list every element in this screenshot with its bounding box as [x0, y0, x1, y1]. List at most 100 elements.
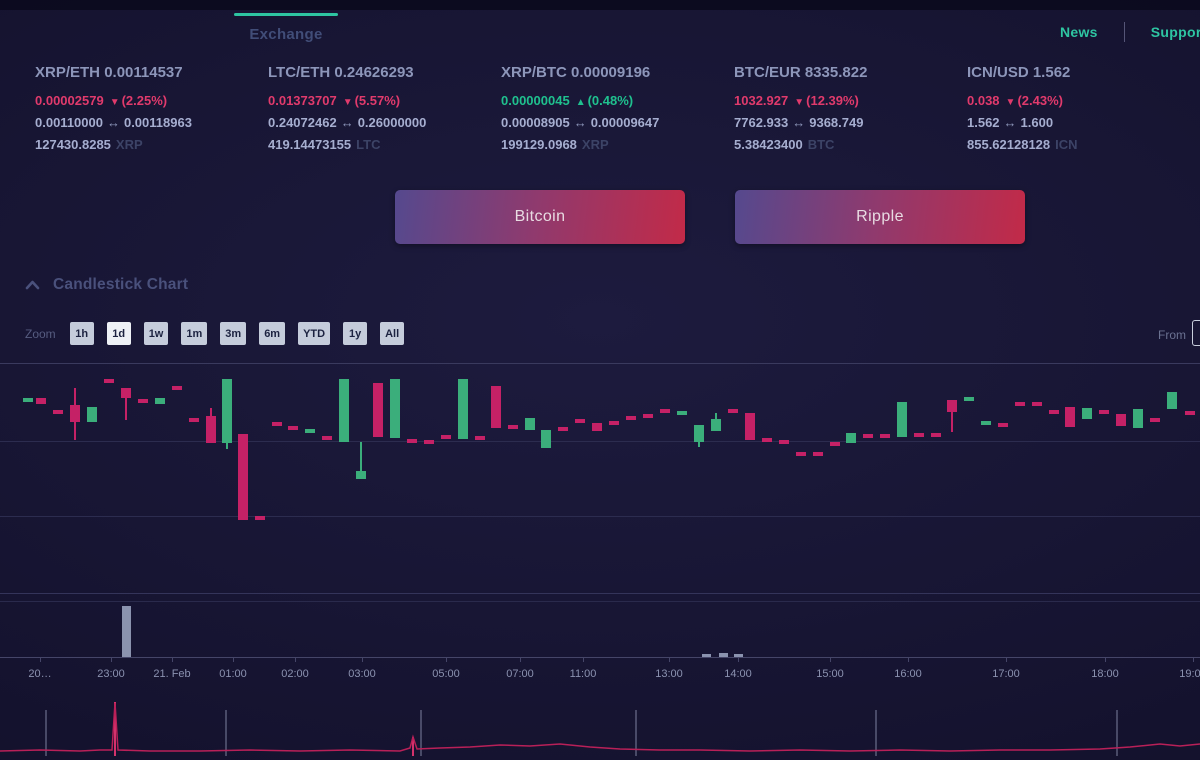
ticker-icn-usd: ICN/USD 1.562 0.038 ▼ (2.43%) 1.562 ↔ 1.600 … [967, 64, 1200, 152]
candle [779, 440, 789, 444]
candle-wick [951, 400, 953, 432]
zoom-button-1h[interactable]: 1h [69, 322, 94, 345]
candle [931, 433, 941, 437]
ticker-change: 1032.927 ▼ (12.39%) [734, 93, 967, 108]
volume-unit: LTC [356, 137, 381, 152]
range-high: 9368.749 [809, 115, 864, 130]
candle [87, 407, 97, 422]
ticker-pair-price: BTC/EUR 8335.822 [734, 64, 967, 81]
candle [458, 379, 468, 439]
x-axis-tick [908, 657, 909, 662]
candle [222, 379, 232, 443]
x-axis-tick [520, 657, 521, 662]
candle [1032, 402, 1042, 406]
change-percent: (2.43%) [1017, 93, 1063, 108]
candle [914, 433, 924, 437]
x-axis-label: 11:00 [569, 668, 597, 680]
zoom-label: Zoom [25, 326, 56, 341]
ticker-change: 0.01373707 ▼ (5.57%) [268, 93, 501, 108]
candle [508, 425, 518, 429]
ticker-row: XRP/ETH 0.00114537 0.00002579 ▼ (2.25%) 0.… [35, 64, 1200, 152]
change-value: 0.00000045 [501, 93, 570, 108]
candle [897, 402, 907, 437]
candle [255, 516, 265, 520]
ticker-xrp-btc: XRP/BTC 0.00009196 0.00000045 ▲ (0.48%) 0.… [501, 64, 734, 152]
volume-value: 199129.0968 [501, 137, 577, 152]
candle [491, 386, 501, 428]
candle [1049, 410, 1059, 414]
x-axis-label: 17:00 [992, 668, 1020, 680]
volume-pane-top [0, 601, 1200, 602]
candle [1167, 392, 1177, 409]
volume-value: 127430.8285 [35, 137, 111, 152]
zoom-button-1y[interactable]: 1y [343, 322, 368, 345]
candle [694, 425, 704, 442]
candle [609, 421, 619, 425]
candle [711, 419, 721, 431]
range-arrows-icon: ↔ [106, 115, 120, 130]
x-axis-tick [172, 657, 173, 662]
pair-label: ICN/USD [967, 64, 1029, 81]
last-price: 0.00009196 [571, 64, 651, 81]
candle [558, 427, 568, 431]
candle [424, 440, 434, 444]
candle [1015, 402, 1025, 406]
candle [238, 434, 248, 520]
zoom-button-ytd[interactable]: YTD [298, 322, 331, 345]
change-percent: (12.39%) [806, 93, 859, 108]
zoom-button-3m[interactable]: 3m [220, 322, 247, 345]
x-axis-tick [669, 657, 670, 662]
candle [745, 413, 755, 440]
range-low: 0.00110000 [35, 115, 103, 130]
candle [288, 426, 298, 430]
x-axis-tick [446, 657, 447, 662]
candle [846, 433, 856, 443]
range-arrows-icon: ↔ [340, 115, 354, 130]
volume-bar [719, 653, 728, 657]
ticker-range: 1.562 ↔ 1.600 [967, 115, 1200, 130]
candle [762, 438, 772, 442]
x-axis-tick [1006, 657, 1007, 662]
chart-top-border [0, 363, 1200, 364]
x-axis-tick [111, 657, 112, 662]
zoom-button-1w[interactable]: 1w [143, 322, 169, 345]
volume-value: 419.14473155 [268, 137, 352, 152]
candle [525, 418, 535, 430]
range-low: 0.00008905 [501, 115, 570, 130]
range-high: 0.26000000 [357, 115, 427, 130]
support-link[interactable]: Support [1150, 24, 1200, 40]
pair-label: LTC/ETH [268, 64, 331, 81]
change-value: 0.00002579 [35, 93, 104, 108]
from-date-input[interactable] [1192, 320, 1200, 346]
candle [390, 379, 400, 438]
zoom-button-6m[interactable]: 6m [259, 322, 286, 345]
last-price: 1.562 [1032, 64, 1071, 81]
ticker-pair-price: XRP/BTC 0.00009196 [501, 64, 734, 81]
ticker-pair-price: LTC/ETH 0.24626293 [268, 64, 501, 81]
from-label: From [1158, 328, 1186, 342]
candle [643, 414, 653, 418]
arrow-down-icon: ▼ [794, 97, 805, 108]
arrow-down-icon: ▼ [109, 97, 120, 108]
arrow-down-icon: ▼ [342, 97, 353, 108]
pane-divider [0, 593, 1200, 594]
ticker-change: 0.00000045 ▲ (0.48%) [501, 93, 734, 108]
pair-label: XRP/BTC [501, 64, 567, 81]
bitcoin-button[interactable]: Bitcoin [395, 190, 685, 244]
zoom-button-all[interactable]: All [380, 322, 405, 345]
ticker-change: 0.038 ▼ (2.43%) [967, 93, 1200, 108]
candle [322, 436, 332, 440]
x-axis-tick [830, 657, 831, 662]
candle [660, 409, 670, 413]
candle [53, 410, 63, 414]
candle [475, 436, 485, 440]
ripple-button[interactable]: Ripple [735, 190, 1025, 244]
tab-exchange[interactable]: Exchange [232, 10, 340, 43]
volume-unit: BTC [807, 137, 835, 152]
news-link[interactable]: News [1060, 24, 1098, 40]
chevron-up-icon[interactable] [25, 280, 40, 290]
zoom-button-1d[interactable]: 1d [106, 322, 131, 345]
zoom-button-1m[interactable]: 1m [181, 322, 208, 345]
candle [830, 442, 840, 446]
